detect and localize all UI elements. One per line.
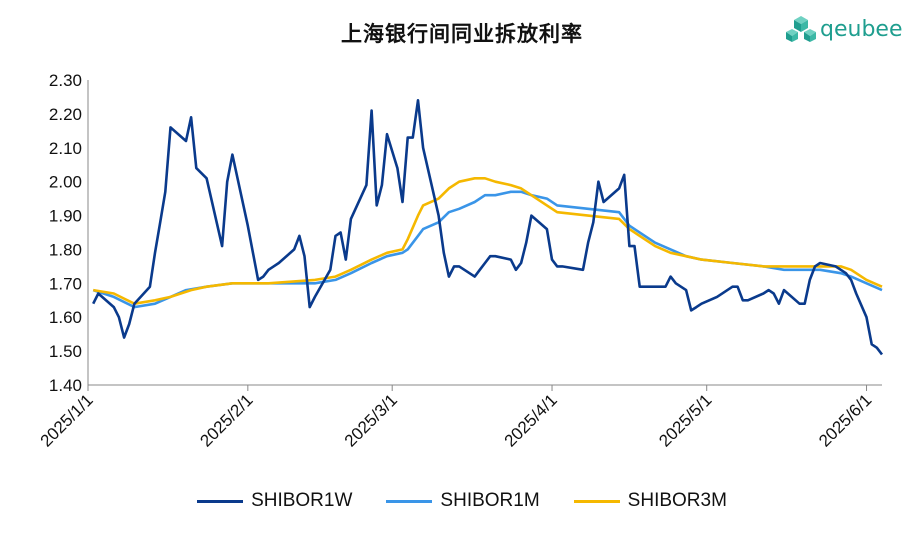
- x-axis: 2025/1/1 2025/2/1 2025/3/1 2025/4/1 2025/5/1…: [37, 384, 882, 451]
- series-line-shibor1m: [92, 190, 883, 309]
- x-tick-label: 2025/2/1: [196, 390, 256, 450]
- series-line-shibor1w: [92, 99, 884, 356]
- legend-label-shibor1w: SHIBOR1W: [251, 490, 353, 511]
- y-tick-label: 1.80: [49, 240, 82, 259]
- legend-item-shibor1w: SHIBOR1W: [197, 490, 352, 512]
- legend-swatch-shibor1m: [386, 499, 433, 503]
- y-tick-label: 1.60: [49, 308, 82, 327]
- x-tick-label: 2025/6/1: [815, 390, 875, 450]
- y-tick-label: 1.90: [49, 207, 82, 226]
- legend-swatch-shibor3m: [573, 499, 620, 503]
- legend-item-shibor3m: SHIBOR3M: [573, 490, 727, 512]
- x-tick-label: 2025/5/1: [655, 390, 715, 450]
- series-line-shibor3m: [92, 177, 883, 305]
- y-tick-label: 2.10: [49, 139, 82, 158]
- logo-text: qeubee: [820, 16, 903, 42]
- legend: SHIBOR1W SHIBOR1M SHIBOR3M: [0, 490, 924, 512]
- qeubee-logo: qeubee: [786, 14, 902, 44]
- legend-label-shibor1m: SHIBOR1M: [440, 490, 540, 511]
- cube-cluster-icon: [786, 16, 816, 42]
- x-tick-label: 2025/3/1: [341, 390, 401, 450]
- y-tick-label: 2.30: [49, 71, 82, 90]
- y-tick-label: 2.20: [49, 105, 82, 124]
- legend-swatch-shibor1w: [197, 499, 244, 503]
- y-tick-label: 1.40: [49, 376, 82, 395]
- x-tick-label: 2025/4/1: [501, 390, 561, 450]
- y-tick-label: 1.50: [49, 342, 82, 361]
- y-tick-label: 2.00: [49, 173, 82, 192]
- x-tick-label: 2025/1/1: [37, 390, 97, 450]
- line-chart: 1.40 1.50 1.60 1.70 1.80 1.90 2.00 2.10 2.20 2.30…: [37, 71, 884, 451]
- legend-item-shibor1m: SHIBOR1M: [386, 490, 540, 512]
- y-axis: 1.40 1.50 1.60 1.70 1.80 1.90 2.00 2.10 2.20 2.30: [49, 71, 89, 395]
- series-lines: [92, 99, 884, 356]
- chart-title: 上海银行间同业拆放利率: [341, 22, 583, 46]
- y-tick-label: 1.70: [49, 274, 82, 293]
- legend-label-shibor3m: SHIBOR3M: [627, 490, 727, 511]
